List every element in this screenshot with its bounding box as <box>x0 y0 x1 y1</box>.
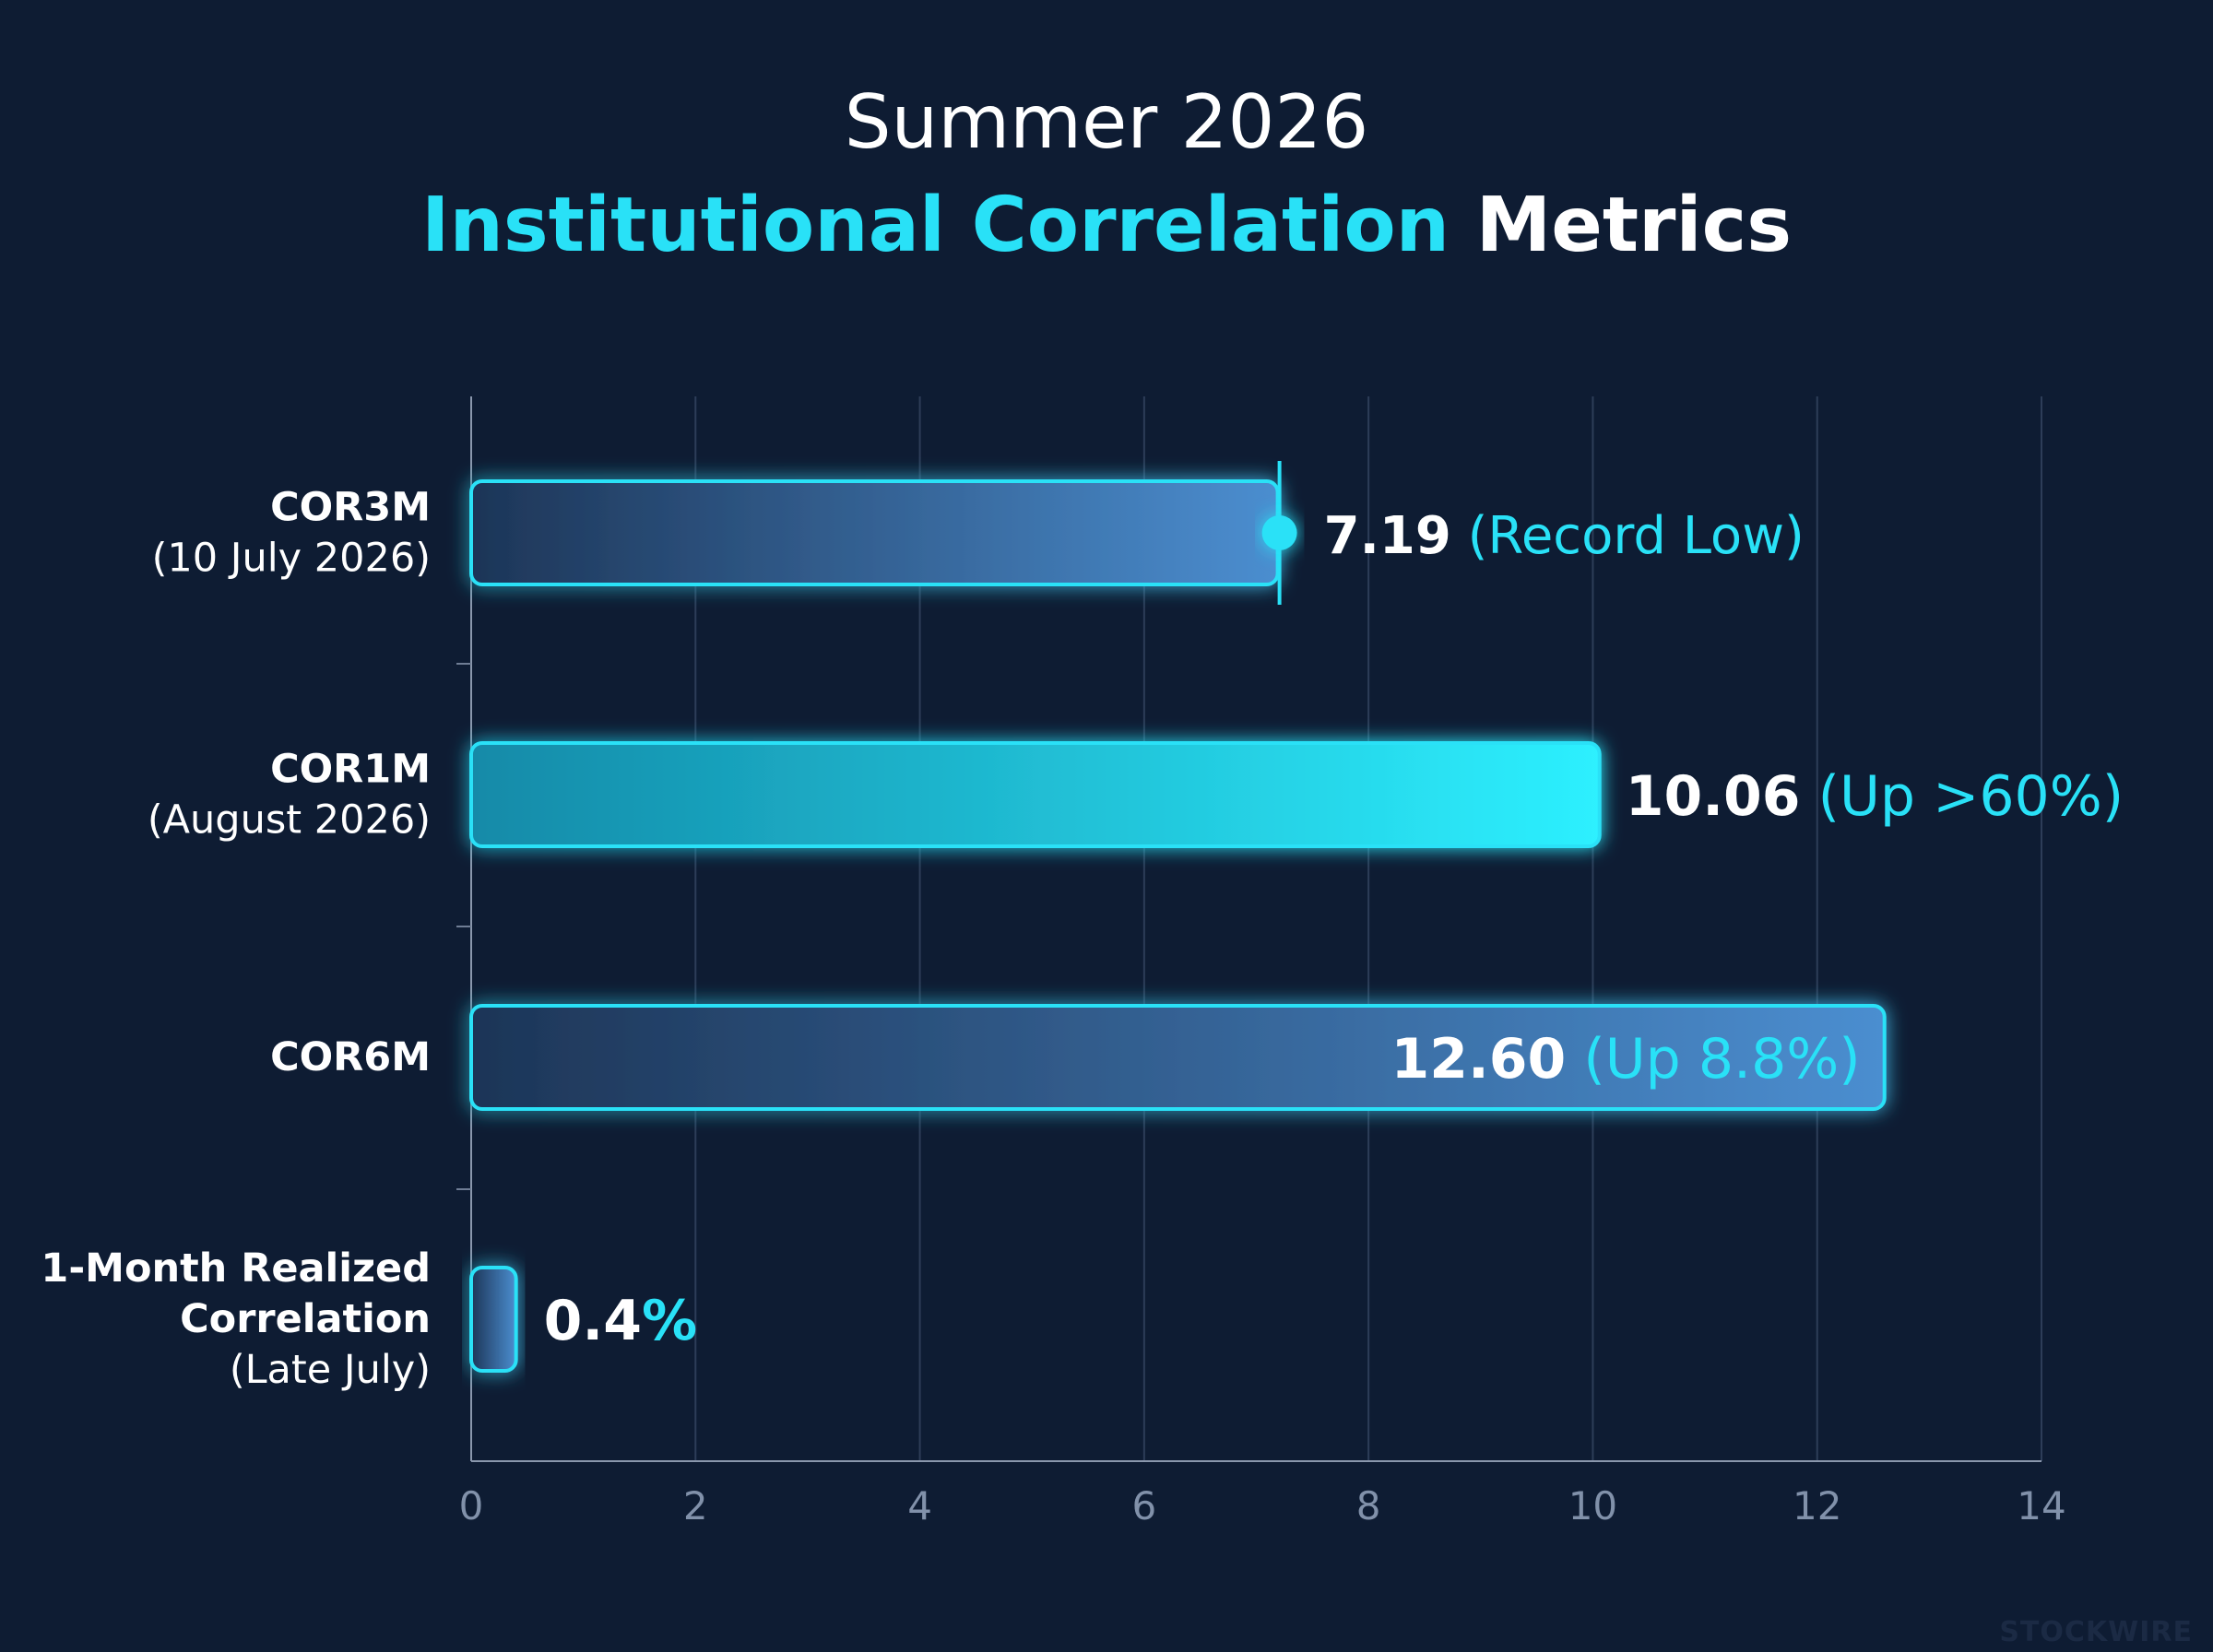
x-tick-label-2: 2 <box>683 1483 708 1528</box>
bar-1-month-realized <box>469 1266 518 1373</box>
category-sublabel: (10 July 2026) <box>152 536 431 582</box>
value-marker-dot <box>1261 515 1297 550</box>
x-tick-label-8: 8 <box>1356 1483 1381 1528</box>
value-label: 10.06 (Up >60%) <box>1626 764 2124 829</box>
category-label: COR1M <box>270 747 431 793</box>
value-labels: 7.19 (Record Low) 10.06 (Up >60%) 12.60 (U… <box>544 506 2124 1353</box>
value-label: 12.60 (Up 8.8%) <box>1391 1027 1860 1092</box>
value-label: 7.19 (Record Low) <box>1324 506 1805 566</box>
bars <box>469 461 1887 1373</box>
x-tick-label-14: 14 <box>2017 1483 2065 1528</box>
chart-title-line2: Institutional Correlation Metrics <box>421 182 1792 269</box>
value-label: 0.4% <box>544 1289 697 1353</box>
bar-cor6m <box>469 1004 1887 1111</box>
category-labels: COR3M (10 July 2026) COR1M(August 2026) COR… <box>41 485 431 1394</box>
category-label: 1-Month Realized <box>41 1245 431 1292</box>
value-note: (Record Low) <box>1451 506 1805 566</box>
x-tick-label-0: 0 <box>459 1483 484 1528</box>
watermark: STOCKWIRE <box>1999 1616 2193 1648</box>
value-number: 10.06 <box>1626 764 1801 829</box>
chart-title-line1: Summer 2026 <box>845 79 1368 165</box>
x-tick-label-12: 12 <box>1793 1483 1841 1528</box>
x-tick-label-10: 10 <box>1568 1483 1617 1528</box>
x-tick-label-4: 4 <box>907 1483 932 1528</box>
category-label: COR6M <box>270 1034 431 1080</box>
value-note: (Up >60%) <box>1801 764 2124 829</box>
category-sublabel: Correlation <box>180 1296 431 1342</box>
category-label: COR3M <box>270 485 431 531</box>
x-tick-labels: 0 2 4 6 8 10 12 14 <box>459 1483 2066 1528</box>
value-number: 7.19 <box>1324 506 1451 566</box>
category-sublabel: (August 2026) <box>148 797 431 844</box>
bar-cor1m <box>469 741 1602 848</box>
title-rest: Metrics <box>1476 182 1792 269</box>
category-sublabel: (Late July) <box>230 1347 431 1393</box>
value-note: (Up 8.8%) <box>1566 1027 1860 1092</box>
value-number: 0.4 <box>544 1289 642 1353</box>
bar-cor3m <box>469 479 1280 586</box>
x-tick-label-6: 6 <box>1131 1483 1156 1528</box>
value-number: 12.60 <box>1391 1027 1566 1092</box>
value-note: % <box>642 1289 697 1353</box>
title-highlight: Institutional Correlation <box>421 182 1450 269</box>
